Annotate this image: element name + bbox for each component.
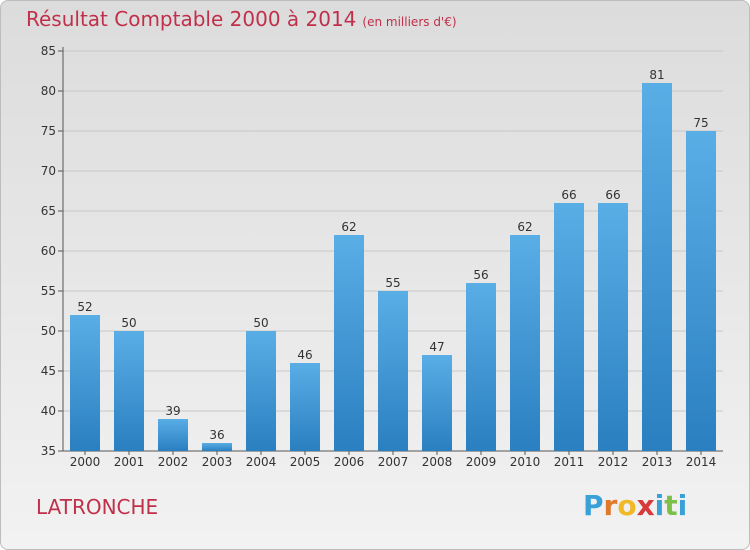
data-label: 52: [77, 300, 92, 314]
bar-2014: [686, 131, 716, 451]
proxiti-logo: Proxiti: [583, 489, 687, 522]
y-tick-label: 35: [41, 444, 56, 458]
bar-2008: [422, 355, 452, 451]
logo-letter: x: [636, 489, 655, 522]
y-tick-label: 50: [41, 324, 56, 338]
x-tick-label: 2003: [202, 455, 233, 469]
data-label: 56: [473, 268, 488, 282]
bar-2001: [114, 331, 144, 451]
logo-letter: r: [603, 489, 618, 522]
data-label: 50: [121, 316, 136, 330]
data-label: 36: [209, 428, 224, 442]
x-tick-label: 2010: [510, 455, 541, 469]
bar-2007: [378, 291, 408, 451]
data-label: 55: [385, 276, 400, 290]
x-tick-label: 2011: [554, 455, 585, 469]
y-tick-label: 60: [41, 244, 56, 258]
x-tick-label: 2009: [466, 455, 497, 469]
x-tick-label: 2000: [70, 455, 101, 469]
bar-2006: [334, 235, 364, 451]
title-text: Résultat Comptable 2000 à 2014: [26, 7, 357, 31]
data-label: 66: [561, 188, 576, 202]
data-label: 47: [429, 340, 444, 354]
data-label: 39: [165, 404, 180, 418]
x-tick-label: 2004: [246, 455, 277, 469]
y-tick-label: 85: [41, 44, 56, 58]
y-tick-label: 40: [41, 404, 56, 418]
y-tick-label: 55: [41, 284, 56, 298]
logo-letter: P: [583, 489, 604, 522]
y-tick-label: 75: [41, 124, 56, 138]
y-tick-label: 45: [41, 364, 56, 378]
logo-letter: o: [617, 489, 637, 522]
data-label: 75: [693, 116, 708, 130]
bar-2005: [290, 363, 320, 451]
x-tick-label: 2007: [378, 455, 409, 469]
bar-2003: [202, 443, 232, 451]
y-tick-label: 65: [41, 204, 56, 218]
x-tick-label: 2005: [290, 455, 321, 469]
logo-letter: i: [654, 489, 665, 522]
bar-2009: [466, 283, 496, 451]
city-name: LATRONCHE: [36, 495, 159, 519]
bars: [70, 83, 716, 451]
data-label: 66: [605, 188, 620, 202]
bar-2004: [246, 331, 276, 451]
logo-letter: t: [664, 489, 678, 522]
x-tick-label: 2012: [598, 455, 629, 469]
y-tick-label: 70: [41, 164, 56, 178]
x-tick-label: 2006: [334, 455, 365, 469]
data-label: 50: [253, 316, 268, 330]
x-tick-label: 2013: [642, 455, 673, 469]
y-tick-label: 80: [41, 84, 56, 98]
bar-2012: [598, 203, 628, 451]
data-label: 62: [517, 220, 532, 234]
bar-2013: [642, 83, 672, 451]
x-tick-label: 2014: [686, 455, 717, 469]
bar-2011: [554, 203, 584, 451]
title-unit: (en milliers d'€): [362, 15, 457, 29]
bar-2010: [510, 235, 540, 451]
data-label: 62: [341, 220, 356, 234]
labels: 35 40 45 50 55 60 65 70 75 80 85 52 2000 50 2001 39 2002…: [41, 44, 717, 469]
bar-2002: [158, 419, 188, 451]
data-label: 46: [297, 348, 312, 362]
x-tick-label: 2008: [422, 455, 453, 469]
data-label: 81: [649, 68, 664, 82]
chart-title: Résultat Comptable 2000 à 2014 (en millie…: [26, 7, 457, 31]
x-tick-label: 2002: [158, 455, 189, 469]
x-tick-label: 2001: [114, 455, 145, 469]
logo-letter: i: [677, 489, 688, 522]
bar-2000: [70, 315, 100, 451]
